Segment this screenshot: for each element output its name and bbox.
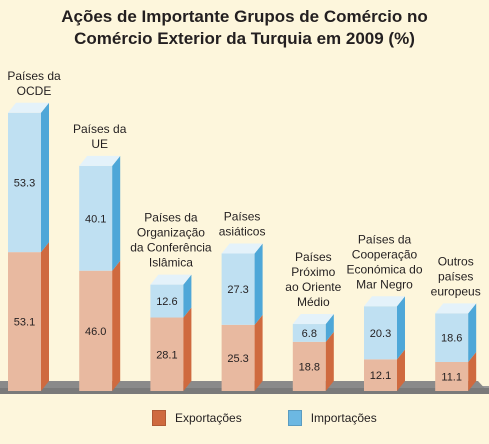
bar-group-7 <box>435 303 477 391</box>
bar-imports-top <box>364 296 405 307</box>
bar-group-3 <box>150 274 192 391</box>
bar-exports-side <box>41 242 49 391</box>
category-label-4: Países asiáticos <box>219 209 266 238</box>
bar-imports-top <box>221 243 263 254</box>
bar-imports-front <box>150 284 184 318</box>
category-label-5: Países Próximo ao Oriente Médio <box>285 250 341 309</box>
value-label-exports-2: 46.0 <box>85 326 106 338</box>
value-label-exports-4: 25.3 <box>227 353 248 365</box>
value-label-imports-2: 40.1 <box>85 213 106 225</box>
bar-imports-front <box>292 324 326 342</box>
bar-imports-top <box>79 155 121 166</box>
legend-label-exports: Exportações <box>175 411 242 425</box>
bar-exports-side <box>112 260 121 391</box>
legend-item-exports: Exportações <box>152 410 242 426</box>
legend-label-imports: Importações <box>310 411 377 425</box>
bar-exports-front <box>292 341 326 391</box>
value-label-exports-1: 53.1 <box>14 317 35 329</box>
value-label-exports-6: 12.1 <box>370 370 391 382</box>
chart-title-line-1: Ações de Importante Grupos de Comércio n… <box>61 7 428 26</box>
bar-imports-top <box>150 274 192 285</box>
value-label-imports-5: 6.8 <box>302 328 317 340</box>
bar-exports-front <box>221 324 255 391</box>
bar-group-2 <box>79 155 121 391</box>
legend-swatch-imports <box>287 410 302 426</box>
bar-imports-side <box>112 155 121 271</box>
category-label-3: Países da Organização da Conferência Islâmi… <box>130 211 212 270</box>
bar-group-5 <box>292 314 334 391</box>
bar-imports-side <box>183 274 192 318</box>
bar-group-6 <box>364 296 405 391</box>
bar-exports-side <box>397 349 405 391</box>
bar-imports-front <box>79 165 113 271</box>
bar-imports-top <box>435 303 477 314</box>
bar-exports-front <box>79 270 113 391</box>
value-label-imports-4: 27.3 <box>227 284 248 296</box>
legend-swatch-exports <box>152 410 166 426</box>
chart-legend: Exportações Importações <box>152 408 423 428</box>
value-label-imports-1: 53.3 <box>14 177 35 189</box>
value-label-exports-5: 18.8 <box>299 361 320 373</box>
category-label-1: Países da OCDE <box>7 69 61 98</box>
bar-imports-front <box>221 253 255 325</box>
bar-group-1 <box>8 102 49 391</box>
category-label-7: Outros países europeus <box>431 254 481 298</box>
bar-imports-front <box>8 112 41 253</box>
value-label-imports-3: 12.6 <box>156 296 177 308</box>
value-label-exports-3: 28.1 <box>156 349 177 361</box>
value-label-imports-7: 18.6 <box>441 333 462 345</box>
bar-exports-front <box>435 361 469 391</box>
bar-exports-front <box>8 252 41 391</box>
chart-title: Ações de Importante Grupos de Comércio n… <box>0 6 489 50</box>
chart-title-line-2: Comércio Exterior da Turquia em 2009 (%) <box>74 29 415 48</box>
category-label-6: Países da Cooperação Económica do Mar Negro <box>346 232 422 291</box>
bar-imports-side <box>468 303 477 362</box>
bar-imports-side <box>41 102 49 253</box>
bar-exports-front <box>364 359 397 391</box>
bar-exports-side <box>468 351 477 391</box>
bar-exports-side <box>183 307 192 391</box>
bar-imports-top <box>8 102 49 113</box>
bar-group-4 <box>221 243 263 391</box>
bar-imports-side <box>397 296 405 360</box>
bar-exports-front <box>150 317 184 391</box>
bar-imports-side <box>325 314 334 342</box>
category-label-2: Países da UE <box>73 122 127 151</box>
bar-exports-side <box>254 314 263 391</box>
bar-exports-side <box>325 331 334 391</box>
value-label-exports-7: 11.1 <box>441 371 462 383</box>
value-label-imports-6: 20.3 <box>370 328 391 340</box>
bar-imports-side <box>254 243 263 325</box>
bar-imports-top <box>292 314 334 325</box>
bar-imports-front <box>435 313 469 362</box>
bar-imports-front <box>364 306 397 360</box>
legend-item-imports: Importações <box>287 410 377 426</box>
